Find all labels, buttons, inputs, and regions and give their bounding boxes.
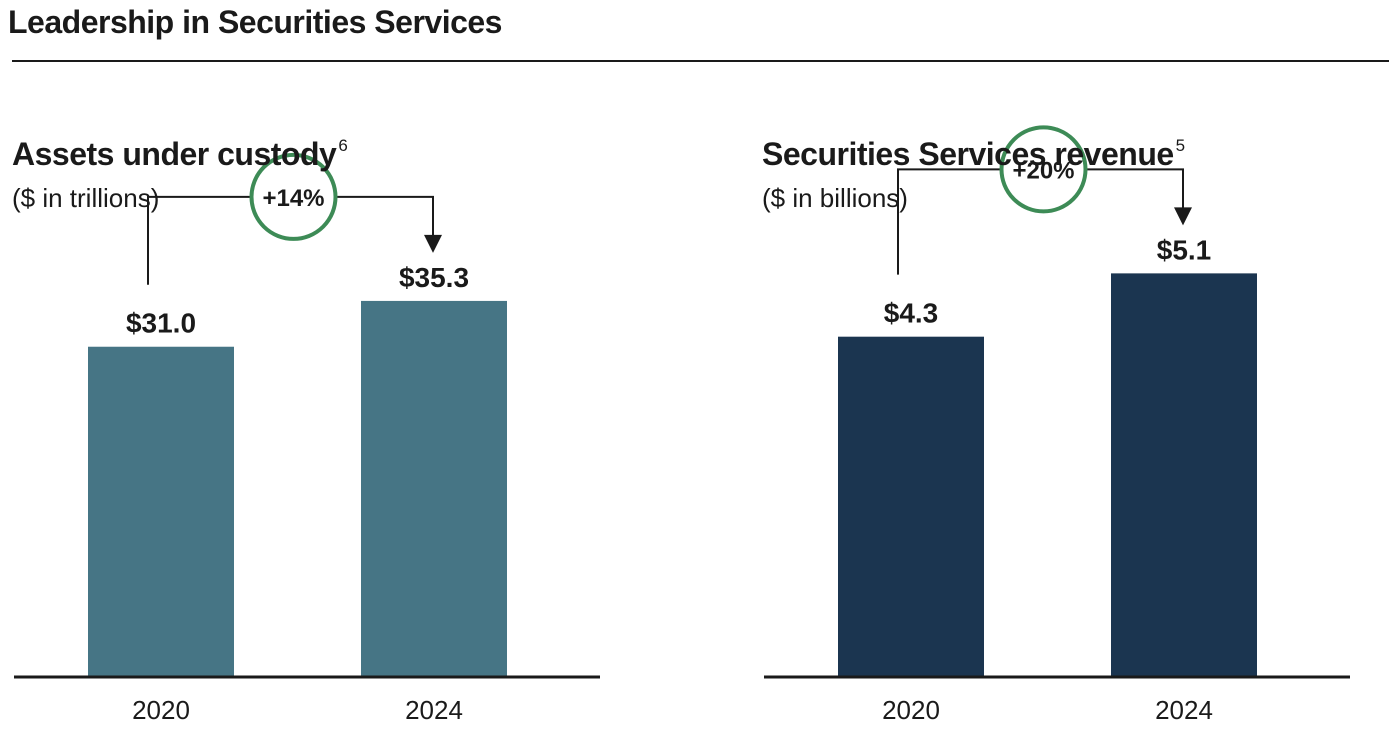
bar-value-label: $4.3	[884, 298, 939, 329]
bar-2020	[838, 336, 984, 677]
title-divider	[12, 60, 1389, 62]
securities-services-revenue-chart: $4.3 2020 $5.1 2024 +20% Securities Services…	[750, 110, 1350, 738]
assets-under-custody-subtitle: ($ in trillions)	[12, 183, 160, 213]
x-tick-label: 2024	[405, 695, 463, 725]
bar-2024	[1111, 273, 1257, 677]
bar-value-label: $31.0	[126, 308, 196, 339]
assets-under-custody-chart-svg: $31.0 2020 $35.3 2024 +14%	[14, 152, 600, 725]
growth-arrowhead	[1174, 207, 1192, 226]
assets-under-custody-title: Assets under custody 6	[12, 124, 348, 176]
growth-badge-label: +14%	[262, 185, 324, 212]
assets-under-custody-chart: $31.0 2020 $35.3 2024 +14% Assets under cust…	[0, 110, 600, 738]
x-tick-label: 2024	[1155, 695, 1213, 725]
bar-2024	[361, 300, 507, 677]
growth-badge-circle	[999, 125, 1088, 214]
securities-services-revenue-chart-svg: $4.3 2020 $5.1 2024 +20%	[764, 125, 1350, 725]
bar-2020	[88, 346, 234, 677]
chart-title-text: Securities Services revenue	[762, 136, 1174, 172]
bar-value-label: $35.3	[399, 262, 469, 293]
chart-title-footnote: 6	[338, 136, 348, 155]
securities-services-revenue-subtitle: ($ in billions)	[762, 183, 908, 213]
x-tick-label: 2020	[132, 695, 190, 725]
chart-title-footnote: 5	[1175, 136, 1185, 155]
growth-badge-circle	[249, 152, 338, 241]
securities-services-revenue-title: Securities Services revenue 5	[762, 124, 1185, 176]
growth-badge-label: +20%	[1012, 157, 1074, 184]
chart-title-text: Assets under custody	[12, 136, 337, 172]
bar-value-label: $5.1	[1157, 234, 1212, 265]
growth-arrowhead	[424, 234, 442, 253]
x-tick-label: 2020	[882, 695, 940, 725]
page-title: Leadership in Securities Services	[8, 4, 502, 40]
